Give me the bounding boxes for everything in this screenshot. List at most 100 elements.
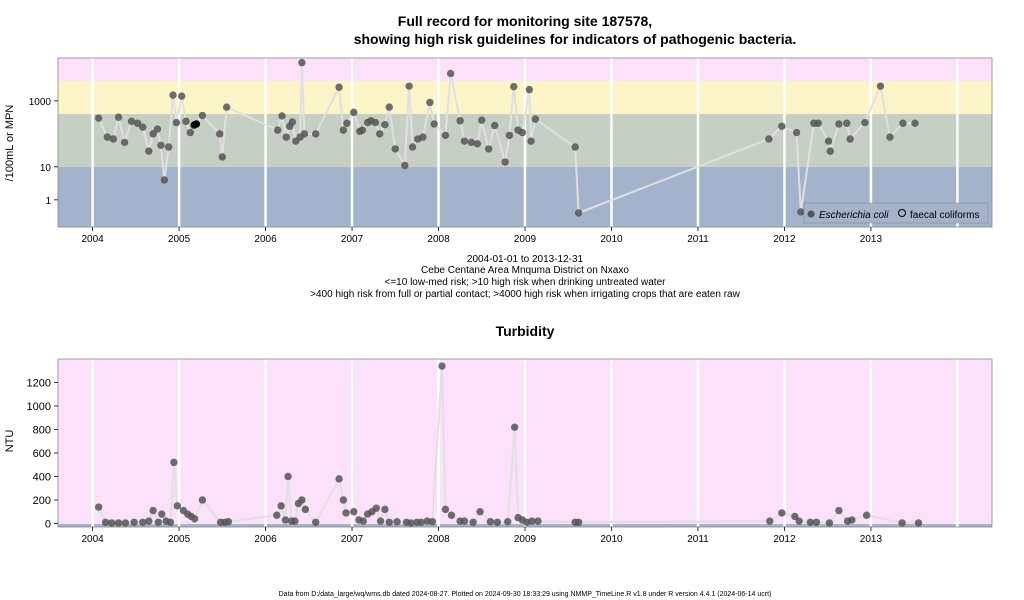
chart1-data-point [198, 111, 207, 120]
chart1-data-point [441, 131, 450, 140]
chart1-data-point [571, 143, 579, 151]
chart2-data-point [476, 508, 484, 516]
chart2-x-tick-label: 2008 [427, 534, 450, 545]
chart2-data-point [281, 516, 290, 524]
chart2-data-point [385, 518, 393, 527]
chart1-data-point [160, 176, 169, 184]
chart2-data-point [486, 518, 495, 526]
chart2-data-point [339, 496, 348, 504]
chart1-data-point [94, 114, 103, 122]
chart2-data-point [284, 472, 292, 481]
chart1-data-point [408, 143, 417, 151]
chart1-data-point [510, 82, 518, 91]
chart2-y-tick-label: 200 [33, 495, 51, 507]
chart2-data-point [504, 518, 512, 526]
chart2-data-point [812, 518, 821, 527]
legend-ecoli-label: Escherichia coli [819, 210, 889, 221]
chart2-data-point [335, 475, 343, 483]
chart1-data-point [376, 130, 384, 138]
chart1-y-axis-label: /100mL or MPN [4, 105, 16, 182]
legend-faecal-marker-icon [898, 209, 906, 217]
chart2-data-point [107, 519, 116, 527]
chart2-data-point [273, 511, 281, 519]
chart2-data-point [381, 505, 389, 514]
chart1-data-point [273, 126, 282, 134]
chart1-data-point [335, 83, 343, 91]
chart1-plot-area: 2004 2005 2006 2007 2008 2009 2010 2011 2012 2013… [29, 57, 993, 245]
chart1-data-point [518, 128, 527, 137]
chart2-x-tick-label: 2011 [687, 534, 709, 545]
chart1-data-point [385, 103, 393, 111]
chart2-x-tick-label: 2013 [860, 534, 883, 545]
chart1-data-point [371, 118, 380, 127]
chart1-data-point [505, 131, 514, 140]
chart2-data-point [862, 511, 871, 519]
chart2-x-tick-label: 2005 [168, 534, 191, 545]
chart1-x-tick-label: 2013 [860, 234, 883, 245]
chart1-data-point [467, 138, 476, 147]
chart1-data-point [876, 82, 885, 90]
chart2-data-point [301, 505, 310, 514]
chart1-x-tick-label: 2009 [514, 234, 537, 245]
chart1-subtitle-risk-contact: >400 high risk from full or partial cont… [310, 289, 740, 300]
chart1-data-point [149, 130, 157, 138]
chart2-title: Turbidity [496, 323, 555, 339]
chart2-data-point [372, 504, 380, 512]
chart2-x-tick-label: 2007 [341, 534, 364, 545]
chart2-data-point [291, 517, 299, 525]
chart2-data-point [114, 519, 123, 527]
chart2-data-point [101, 518, 110, 527]
chart1-title-line1: Full record for monitoring site 187578, [398, 13, 652, 29]
chart1-x-tick-label: 2005 [168, 234, 191, 245]
chart1-data-point [405, 82, 413, 90]
chart2-data-point [359, 517, 367, 525]
chart2-data-point [914, 519, 923, 527]
chart2-plot-area: 2004 2005 2006 2007 2008 2009 2010 2011 2012 2013… [27, 358, 993, 545]
chart1-data-point [460, 137, 469, 145]
chart1-data-point [216, 130, 224, 138]
chart2-x-tick-label: 2012 [773, 534, 796, 545]
chart1-data-point [282, 133, 291, 141]
chart1-subtitle-date-range: 2004-01-01 to 2013-12-31 [467, 254, 584, 265]
chart2-data-point [312, 518, 320, 527]
chart2-data-point [766, 517, 774, 525]
chart2-data-point [173, 502, 182, 510]
chart1-data-point [826, 147, 834, 155]
chart1-data-point [531, 115, 540, 123]
chart2-data-point [469, 518, 477, 527]
chart2-data-point [166, 518, 175, 527]
chart1-data-point [778, 122, 786, 130]
chart1-data-point [192, 120, 201, 128]
chart2-data-point [154, 518, 163, 527]
chart1-data-point [350, 108, 358, 117]
chart1-data-point [145, 147, 153, 155]
chart1-data-point [419, 133, 427, 141]
chart2-data-point [198, 496, 207, 504]
chart2-data-point [428, 518, 437, 526]
chart2-data-point [94, 503, 103, 511]
chart1-x-tick-label: 2011 [687, 234, 709, 245]
chart1-data-point [109, 135, 118, 143]
chart1-data-point [473, 140, 482, 148]
chart2-y-tick-label: 400 [33, 471, 51, 483]
chart1-data-point [218, 153, 227, 161]
chart2-y-tick-label: 600 [33, 448, 51, 460]
chart2-y-tick-label: 800 [33, 424, 51, 436]
chart1-data-point [358, 126, 367, 134]
chart1-data-point [491, 121, 499, 130]
chart2-y-tick-label: 1200 [27, 377, 51, 389]
chart1-data-point [381, 120, 389, 129]
chart1-data-point [886, 133, 894, 141]
chart1-data-point [153, 125, 162, 133]
chart1-data-point [456, 117, 464, 125]
chart2-data-point [438, 362, 446, 370]
chart1-x-tick-label: 2006 [254, 234, 277, 245]
chart2-data-point [791, 512, 799, 521]
chart2-data-point [417, 518, 425, 527]
chart1-data-point [391, 145, 399, 153]
chart2-data-point [376, 517, 385, 525]
chart1-data-point [814, 119, 822, 127]
chart2-x-tick-label: 2010 [600, 534, 623, 545]
chart1-x-tick-label: 2010 [600, 234, 623, 245]
chart1-data-point [899, 119, 907, 127]
